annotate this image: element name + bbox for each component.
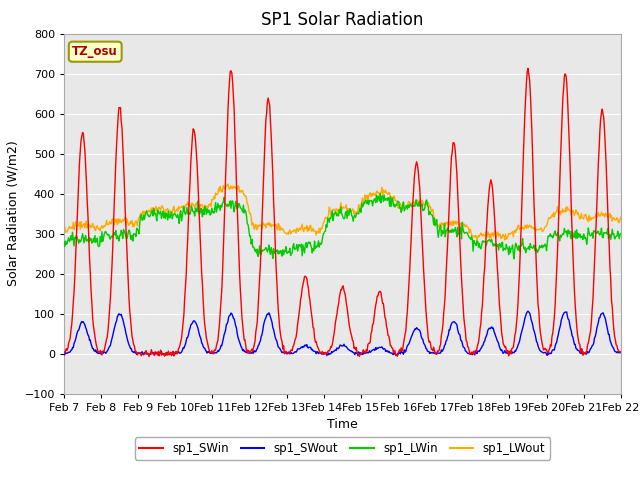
Line: sp1_SWin: sp1_SWin <box>64 68 621 357</box>
sp1_SWout <box>182 338 190 344</box>
sp1_LWout <box>444 219 451 225</box>
Text: TZ_osu: TZ_osu <box>72 45 118 58</box>
sp1_SWout <box>335 346 342 351</box>
sp1_LWout <box>206 201 214 206</box>
sp1_SWin <box>60 349 68 355</box>
sp1_SWout <box>206 350 214 356</box>
sp1_LWout <box>389 196 397 202</box>
sp1_LWout <box>182 202 190 207</box>
sp1_LWin <box>334 212 342 217</box>
sp1_SWin <box>524 65 532 71</box>
X-axis label: Time: Time <box>327 418 358 431</box>
sp1_SWout <box>617 349 625 355</box>
Line: sp1_LWin: sp1_LWin <box>64 193 621 259</box>
sp1_LWout <box>335 206 342 212</box>
sp1_LWout <box>60 225 68 231</box>
sp1_LWin <box>60 239 68 245</box>
sp1_LWout <box>568 213 575 218</box>
sp1_SWout <box>389 351 397 357</box>
Title: SP1 Solar Radiation: SP1 Solar Radiation <box>261 11 424 29</box>
sp1_SWout <box>60 352 68 358</box>
sp1_LWin <box>568 236 575 241</box>
Legend: sp1_SWin, sp1_SWout, sp1_LWin, sp1_LWout: sp1_SWin, sp1_SWout, sp1_LWin, sp1_LWout <box>134 437 550 460</box>
Line: sp1_SWout: sp1_SWout <box>64 311 621 356</box>
sp1_SWout <box>524 308 532 314</box>
sp1_LWout <box>473 238 481 244</box>
sp1_LWin <box>376 191 384 196</box>
sp1_LWin <box>510 256 518 262</box>
sp1_LWin <box>206 212 214 218</box>
sp1_SWin <box>335 301 342 307</box>
sp1_LWin <box>389 195 397 201</box>
sp1_SWin <box>444 242 451 248</box>
sp1_LWin <box>444 225 451 231</box>
sp1_SWin <box>568 205 575 211</box>
sp1_LWout <box>617 214 625 220</box>
sp1_SWout <box>323 353 331 359</box>
sp1_SWin <box>183 252 191 257</box>
Line: sp1_LWout: sp1_LWout <box>64 184 621 241</box>
sp1_SWin <box>617 349 625 355</box>
sp1_LWout <box>224 181 232 187</box>
sp1_LWin <box>617 231 625 237</box>
sp1_SWin <box>207 349 215 355</box>
sp1_SWout <box>568 328 575 334</box>
sp1_SWin <box>145 354 153 360</box>
sp1_SWout <box>444 334 451 340</box>
Y-axis label: Solar Radiation (W/m2): Solar Radiation (W/m2) <box>6 141 19 287</box>
sp1_LWin <box>182 210 190 216</box>
sp1_SWin <box>389 345 397 351</box>
